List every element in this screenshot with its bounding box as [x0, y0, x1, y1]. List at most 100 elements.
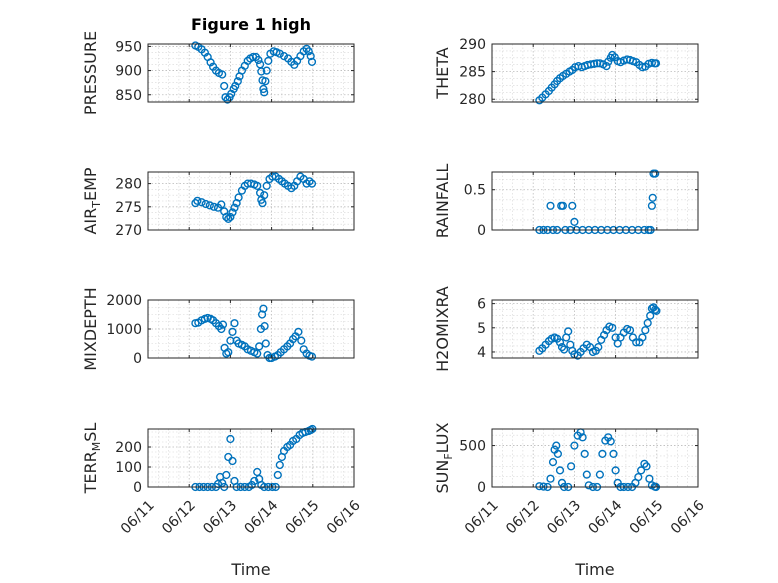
- y-tick-label: 6: [477, 297, 486, 313]
- y-axis-label: H2OMIXRA: [433, 286, 452, 372]
- data-point: [638, 333, 647, 342]
- data-series: [191, 424, 317, 492]
- minor-grid: [148, 429, 354, 487]
- data-point: [611, 466, 620, 475]
- y-tick-label: 275: [115, 200, 142, 216]
- data-point: [642, 462, 651, 471]
- tick-marks: [491, 429, 699, 488]
- axes-box: [491, 299, 699, 359]
- subplot-terr-msl: 0 100 200 TERRMSL 06/11 06/12 06/13 06/14 06/15 0…: [81, 423, 364, 538]
- data-point: [253, 181, 262, 191]
- data-point: [253, 349, 262, 358]
- tick-marks: [147, 429, 355, 488]
- tick-marks: [491, 172, 699, 231]
- y-axis-label: PRESSURE: [81, 31, 100, 115]
- data-point: [557, 478, 567, 488]
- data-point: [275, 49, 284, 58]
- subplot-h2omixra: 4 5 6 H2OMIXRA: [433, 286, 699, 372]
- y-tick-label: 270: [115, 223, 142, 239]
- data-point: [646, 311, 655, 320]
- data-point: [258, 199, 267, 208]
- data-point: [632, 338, 641, 347]
- minor-grid: [492, 44, 698, 102]
- data-point: [193, 196, 202, 205]
- y-tick-label: 285: [459, 65, 486, 81]
- x-tick-label: 06/11: [118, 497, 158, 537]
- data-point: [604, 433, 613, 442]
- x-tick-label: 06/15: [627, 497, 667, 537]
- data-point: [262, 66, 271, 75]
- data-point: [595, 470, 605, 479]
- x-tick-label: 06/14: [586, 497, 626, 537]
- axes-box: [147, 43, 355, 103]
- tick-marks: [491, 43, 699, 102]
- tick-marks: [147, 299, 355, 359]
- data-point: [217, 324, 226, 334]
- data-series: [191, 41, 317, 104]
- data-point: [262, 181, 271, 191]
- y-tick-label: 0: [133, 351, 142, 367]
- data-point: [555, 338, 565, 347]
- data-point: [273, 470, 282, 480]
- y-tick-label: 1000: [106, 322, 142, 338]
- data-point: [307, 57, 317, 67]
- data-point: [307, 179, 317, 188]
- data-point: [218, 70, 227, 79]
- data-point: [606, 437, 615, 446]
- data-point: [218, 478, 227, 488]
- data-point: [546, 474, 555, 483]
- tick-marks: [147, 172, 355, 231]
- y-tick-label: 290: [459, 37, 486, 53]
- axes-box: [491, 171, 699, 231]
- data-point: [209, 202, 219, 211]
- data-point: [261, 339, 270, 348]
- y-tick-label: 950: [115, 39, 142, 55]
- data-point: [578, 433, 587, 442]
- x-axis-label-right: Time: [574, 560, 614, 579]
- data-point: [259, 304, 268, 313]
- x-tick-label: 06/16: [324, 497, 364, 537]
- data-point: [197, 198, 206, 207]
- data-point: [566, 462, 576, 471]
- data-point: [651, 59, 661, 68]
- data-point: [201, 199, 210, 209]
- data-point: [306, 51, 315, 61]
- data-point: [217, 200, 226, 209]
- y-axis-label: RAINFALL: [433, 164, 452, 239]
- data-point: [297, 336, 306, 345]
- data-point: [546, 201, 555, 210]
- y-tick-label: 500: [459, 439, 486, 455]
- data-point: [257, 67, 266, 76]
- data-point: [258, 310, 267, 319]
- x-tick-label: 06/12: [503, 497, 543, 537]
- data-point: [558, 201, 568, 210]
- y-tick-label: 200: [115, 440, 142, 456]
- axes-box: [491, 43, 699, 103]
- y-tick-label: 5: [477, 321, 486, 337]
- data-point: [294, 327, 303, 337]
- x-tick-label: 06/11: [462, 497, 502, 537]
- data-point: [643, 318, 652, 328]
- data-point: [228, 456, 237, 466]
- data-point: [247, 480, 256, 490]
- subplot-mixdepth: 0 1000 2000 MIXDEPTH: [81, 287, 355, 371]
- y-axis-label: TERRMSL: [81, 423, 103, 495]
- data-point: [261, 77, 270, 86]
- y-tick-label: 900: [115, 64, 142, 80]
- y-tick-label: 2000: [106, 293, 142, 309]
- subplot-theta: 280 285 290 THETA: [433, 37, 699, 108]
- x-axis-label-left: Time: [230, 560, 270, 579]
- data-point: [260, 322, 269, 331]
- data-point: [230, 203, 239, 212]
- y-tick-label: 0.5: [464, 183, 486, 199]
- data-point: [254, 55, 263, 65]
- data-point: [228, 327, 237, 337]
- data-point: [230, 319, 239, 328]
- data-point: [616, 333, 625, 342]
- minor-grid: [148, 44, 354, 102]
- data-point: [228, 208, 237, 217]
- y-tick-label: 850: [115, 88, 142, 104]
- data-point: [555, 466, 565, 475]
- x-tick-label: 06/13: [200, 497, 240, 537]
